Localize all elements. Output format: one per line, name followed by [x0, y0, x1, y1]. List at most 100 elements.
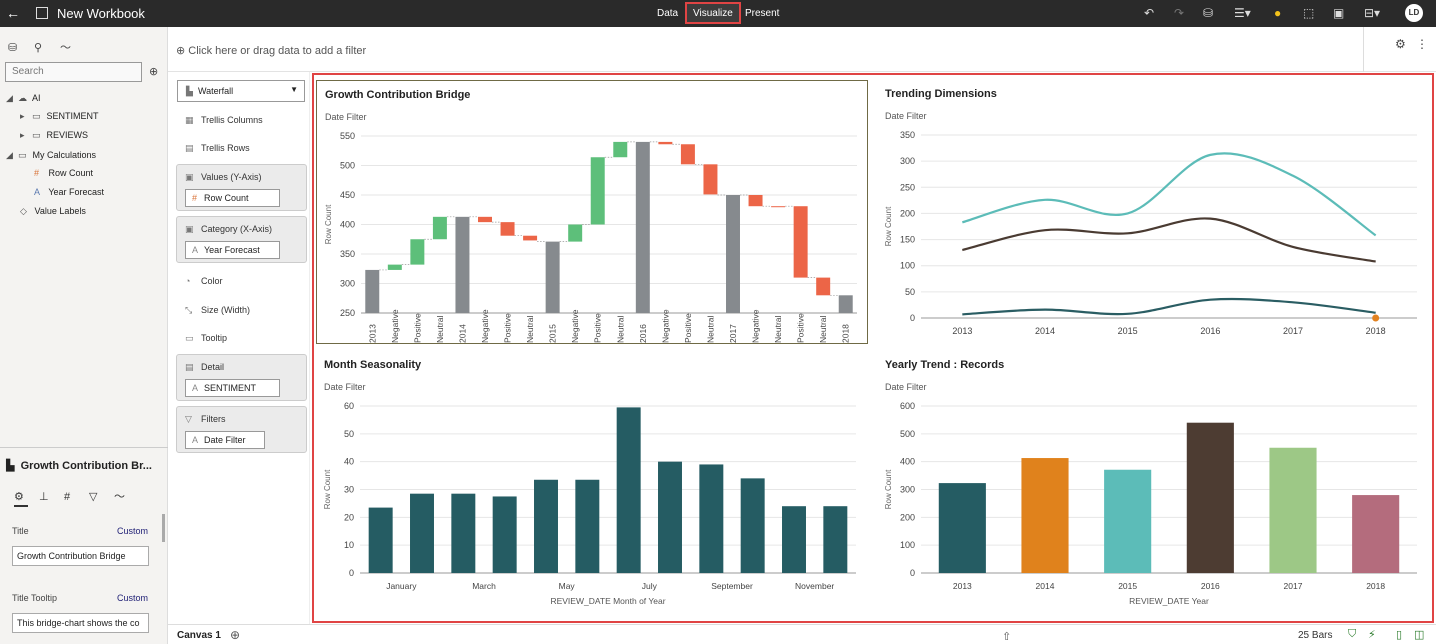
present-icon[interactable]: ▣ — [1333, 6, 1345, 20]
general-settings-icon[interactable]: ⚙ — [14, 491, 24, 503]
viz-subtitle: Date Filter — [325, 112, 367, 122]
single-panel-icon[interactable]: ▯ — [1396, 629, 1403, 641]
text-attribute-icon: A — [192, 245, 199, 255]
filters-slot[interactable]: ▽ Filters A Date Filter — [176, 406, 307, 453]
waterfall-bar — [680, 144, 695, 165]
viz-title: Yearly Trend : Records — [885, 359, 1005, 371]
month-bar — [368, 507, 393, 573]
y-tick-label: 600 — [900, 401, 915, 411]
y-tick-label: 200 — [900, 208, 915, 218]
values-label: ▣ Values (Y-Axis) — [185, 172, 262, 183]
filter-icon[interactable]: ▽ — [89, 491, 98, 503]
tree-calc-year-forecast[interactable]: A Year Forecast — [34, 187, 104, 197]
color-slot[interactable]: ◔ Color — [185, 276, 223, 286]
tree-value-labels[interactable]: ◇ Value Labels — [20, 206, 86, 217]
menu-icon[interactable]: ☰▾ — [1234, 6, 1251, 20]
row-count-pill[interactable]: # Row Count — [185, 189, 280, 207]
tree-folder-reviews[interactable]: ▸ ▭ REVIEWS — [20, 130, 88, 141]
x-tick-label: 2018 — [841, 324, 851, 343]
title-field[interactable]: Growth Contribution Bridge — [12, 546, 149, 566]
size-slot[interactable]: ⤡ Size (Width) — [185, 305, 250, 316]
more-options-icon[interactable]: ⋮ — [1416, 37, 1428, 51]
chart-icon: ▙ — [6, 460, 15, 472]
collapse-icon[interactable]: ▸ — [20, 130, 25, 140]
title-mode-link[interactable]: Custom — [117, 526, 149, 536]
data-refresh-icon[interactable]: ⛁ — [1203, 6, 1214, 20]
tooltip-slot[interactable]: ▭ Tooltip — [185, 333, 227, 344]
axis-icon[interactable]: ⊥ — [39, 491, 49, 503]
save-icon[interactable]: ⊟▾ — [1364, 6, 1381, 20]
year-forecast-pill[interactable]: A Year Forecast — [185, 241, 280, 259]
y-axis-label: Row Count — [884, 469, 893, 509]
export-icon[interactable]: ⬚ — [1303, 6, 1315, 20]
x-tick-label: 2015 — [1118, 581, 1137, 591]
month-bar — [616, 407, 641, 573]
tab-present[interactable]: Present — [745, 8, 780, 19]
back-arrow-icon[interactable]: ← — [6, 5, 20, 21]
values-slot[interactable]: ▣ Values (Y-Axis) # Row Count — [176, 164, 307, 211]
expand-icon[interactable]: ◢ — [6, 150, 13, 160]
viz-type-select[interactable]: ▙ Waterfall ▼ — [177, 80, 305, 102]
collapse-icon[interactable]: ▸ — [20, 111, 25, 121]
waterfall-bar — [387, 264, 402, 270]
y-tick-label: 50 — [344, 429, 354, 439]
viz-trending-dimensions[interactable]: Trending Dimensions Date Filter 0 50 100 15… — [877, 80, 1429, 344]
detail-slot[interactable]: ▤ Detail A SENTIMENT — [176, 354, 307, 401]
panel-tabs: ⛁ ⚲ 〜 — [8, 39, 86, 54]
lightbulb-icon[interactable]: ● — [1274, 6, 1282, 20]
category-slot[interactable]: ▣ Category (X-Axis) A Year Forecast — [176, 216, 307, 263]
x-tick-label: Neutral — [525, 315, 535, 343]
viz-growth-contribution-bridge[interactable]: Growth Contribution Bridge Date Filter 2… — [316, 80, 868, 344]
canvas-tab[interactable]: Canvas 1 — [177, 630, 221, 641]
undo-icon[interactable]: ↶ — [1144, 6, 1155, 20]
tab-data[interactable]: Data — [657, 8, 679, 19]
add-canvas-icon[interactable]: ⊕ — [230, 628, 241, 642]
tree-root[interactable]: ◢ ☁ AI — [6, 93, 41, 104]
trellis-rows-label: Trellis Rows — [201, 143, 250, 153]
redo-icon[interactable]: ↷ — [1174, 6, 1185, 20]
values-icon: ▣ — [185, 172, 194, 182]
x-tick-label: September — [711, 581, 753, 591]
text-attribute-icon: A — [34, 187, 41, 197]
expand-icon[interactable]: ◢ — [6, 93, 13, 103]
split-panel-icon[interactable]: ◫ — [1414, 629, 1425, 641]
analytics-icon[interactable]: 〜 — [114, 491, 125, 503]
waterfall-bar — [545, 241, 560, 313]
data-tab-icon[interactable]: ⛁ — [8, 42, 18, 54]
avatar[interactable]: LD — [1405, 4, 1423, 22]
y-tick-label: 0 — [349, 568, 354, 578]
bottom-bar: Canvas 1 ⊕ ⇧ 25 Bars ⛉ ⚡ ▯ ◫ — [168, 624, 1436, 644]
viz-yearly-trend[interactable]: Yearly Trend : Records Date Filter 0 100 2… — [877, 351, 1429, 617]
add-filter-prompt[interactable]: ⊕ Click here or drag data to add a filte… — [176, 44, 366, 57]
tree-folder-sentiment[interactable]: ▸ ▭ SENTIMENT — [20, 111, 99, 122]
lightning-icon[interactable]: ⚡ — [1368, 629, 1376, 641]
y-tick-label: 400 — [340, 220, 355, 230]
date-filter-pill[interactable]: A Date Filter — [185, 431, 265, 449]
x-tick-label: 2016 — [1200, 326, 1220, 336]
tab-visualize[interactable]: Visualize — [685, 2, 741, 24]
number-format-icon[interactable]: # — [64, 491, 71, 503]
y-tick-label: 350 — [900, 130, 915, 140]
shield-icon[interactable]: ⛉ — [1348, 628, 1357, 640]
add-data-icon[interactable]: ⊕ — [149, 66, 159, 78]
trellis-rows-slot[interactable]: ▤ Trellis Rows — [185, 143, 250, 154]
search-input[interactable]: Search — [5, 62, 142, 82]
series-line — [962, 297, 1376, 316]
y-tick-label: 400 — [900, 457, 915, 467]
sentiment-pill[interactable]: A SENTIMENT — [185, 379, 280, 397]
waterfall-bar — [726, 195, 740, 313]
year-bar — [938, 483, 986, 573]
tooltip-mode-link[interactable]: Custom — [117, 593, 149, 603]
tree-my-calculations[interactable]: ◢ ▭ My Calculations — [6, 150, 96, 161]
x-tick-label: Negative — [390, 309, 400, 343]
properties-scrollbar[interactable] — [162, 514, 165, 542]
viz-month-seasonality[interactable]: Month Seasonality Date Filter 0 10 20 30 40 5… — [316, 351, 868, 617]
analytics-tab-icon[interactable]: 〜 — [60, 42, 71, 54]
tree-calc-row-count[interactable]: # Row Count — [34, 168, 93, 178]
title-tooltip-field[interactable]: This bridge-chart shows the co — [12, 613, 149, 633]
y-tick-label: 50 — [905, 287, 915, 297]
add-filter-icon[interactable]: ⊕ — [176, 45, 186, 57]
trellis-columns-slot[interactable]: ▦ Trellis Columns — [185, 115, 263, 126]
visualizations-tab-icon[interactable]: ⚲ — [34, 42, 43, 54]
auto-apply-icon[interactable]: ⚙ — [1395, 37, 1406, 51]
